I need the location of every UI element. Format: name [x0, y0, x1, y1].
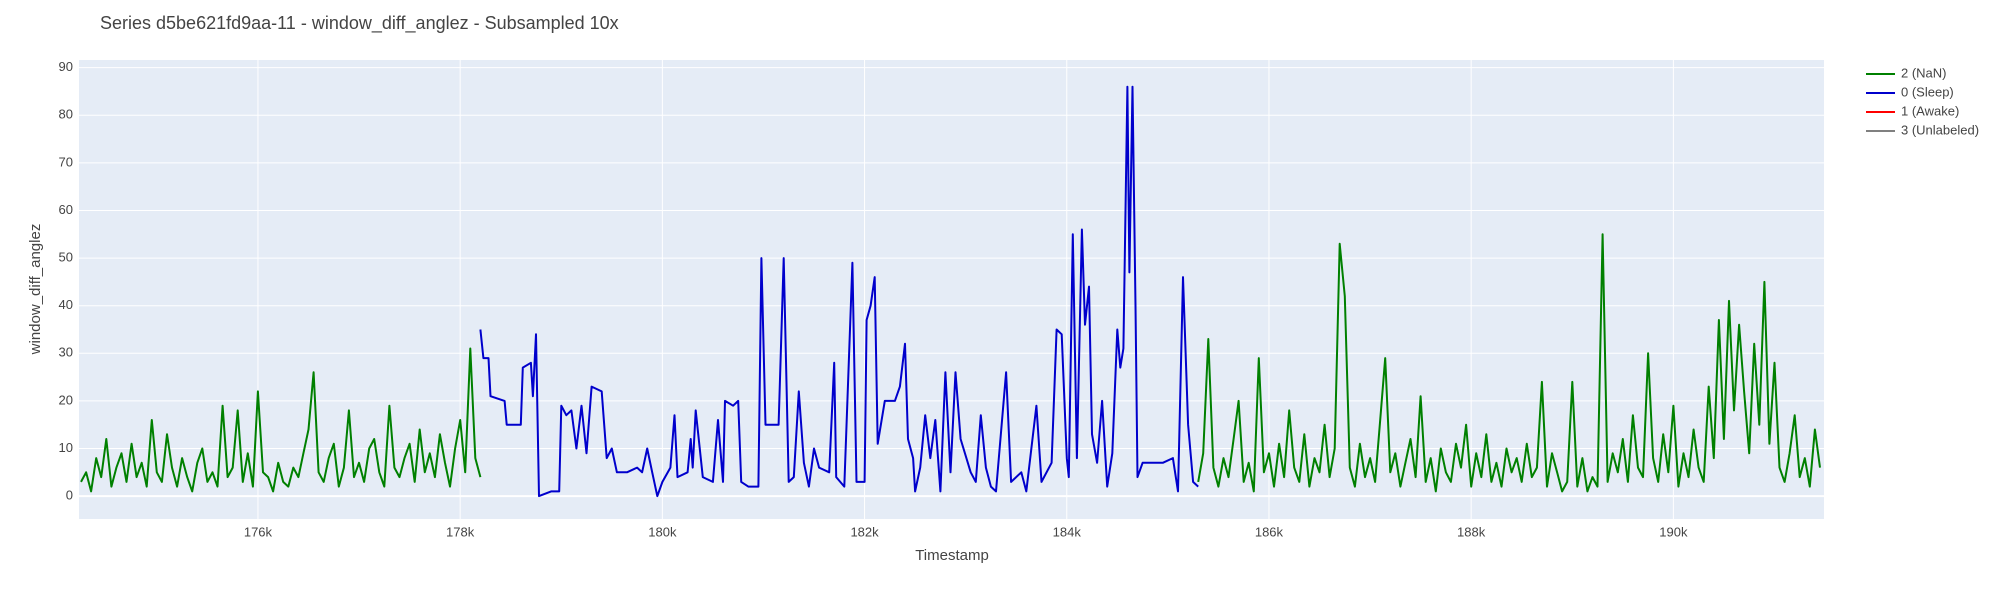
- series-line: [80, 347, 482, 493]
- y-tick-label: 10: [59, 440, 73, 455]
- x-tick-label: 184k: [1053, 524, 1082, 539]
- y-axis-title: window_diff_anglez: [27, 224, 44, 356]
- x-tick-label: 178k: [446, 524, 475, 539]
- chart-title: Series d5be621fd9aa-11 - window_diff_ang…: [100, 13, 619, 34]
- x-tick-label: 190k: [1659, 524, 1688, 539]
- x-tick-label: 188k: [1457, 524, 1486, 539]
- y-tick-label: 30: [59, 345, 73, 360]
- x-tick-label: 176k: [244, 524, 273, 539]
- y-tick-label: 20: [59, 392, 73, 407]
- series-line: [1197, 233, 1821, 493]
- legend-label: 0 (Sleep): [1901, 84, 1954, 99]
- y-tick-label: 0: [66, 488, 73, 503]
- series-line: [479, 85, 1199, 498]
- legend-label: 2 (NaN): [1901, 65, 1947, 80]
- legend-label: 1 (Awake): [1901, 103, 1959, 118]
- y-tick-label: 80: [59, 107, 73, 122]
- y-tick-label: 90: [59, 59, 73, 74]
- y-tick-label: 60: [59, 202, 73, 217]
- y-tick-label: 70: [59, 154, 73, 169]
- x-axis-title: Timestamp: [915, 547, 989, 564]
- x-tick-label: 186k: [1255, 524, 1284, 539]
- y-tick-label: 50: [59, 250, 73, 265]
- x-tick-label: 182k: [850, 524, 879, 539]
- y-tick-label: 40: [59, 297, 73, 312]
- x-tick-label: 180k: [648, 524, 677, 539]
- legend-label: 3 (Unlabeled): [1901, 122, 1979, 137]
